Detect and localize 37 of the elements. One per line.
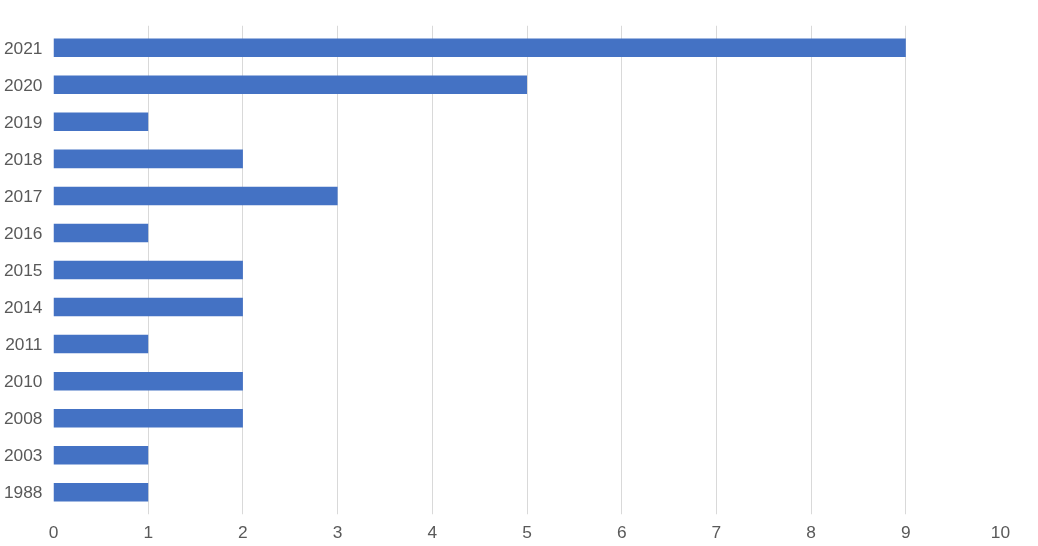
- bar: [53, 408, 243, 428]
- bar: [53, 112, 149, 132]
- bar: [53, 260, 243, 280]
- x-tick-label: 2: [238, 521, 248, 542]
- y-tick-label: 2015: [3, 260, 43, 280]
- y-tick-label: 2008: [3, 408, 43, 429]
- x-tick-label: 5: [522, 521, 532, 542]
- y-tick-label: 2003: [3, 445, 43, 466]
- y-tick-label: 2014: [3, 297, 43, 318]
- bar: [53, 38, 906, 57]
- y-tick-label: 1988: [3, 482, 43, 503]
- bar: [53, 149, 243, 169]
- x-tick-label: 0: [48, 521, 59, 542]
- bar: [53, 371, 243, 391]
- bar: [53, 297, 243, 317]
- y-tick-label: 2019: [3, 111, 43, 132]
- y-tick-label: 2020: [3, 74, 43, 95]
- bar: [53, 483, 149, 502]
- y-tick-label: 2016: [3, 222, 43, 243]
- x-tick-label: 4: [427, 521, 438, 542]
- y-tick-label: 2018: [3, 148, 43, 169]
- x-tick-label: 1: [143, 521, 154, 542]
- x-tick-label: 9: [900, 521, 911, 542]
- x-tick-label: 3: [332, 521, 343, 542]
- bar: [53, 186, 338, 206]
- y-tick-label: 2010: [3, 371, 43, 392]
- x-tick-label: 8: [806, 521, 816, 542]
- x-tick-label: 7: [711, 521, 722, 542]
- x-tick-label: 10: [990, 521, 1011, 542]
- bar: [53, 445, 149, 465]
- y-tick-label: 2021: [3, 37, 43, 58]
- x-tick-label: 6: [616, 521, 627, 542]
- bar: [53, 334, 149, 354]
- y-tick-label: 2011: [5, 334, 43, 355]
- bar: [53, 75, 527, 95]
- bar: [53, 223, 149, 243]
- y-tick-label: 2017: [3, 185, 43, 206]
